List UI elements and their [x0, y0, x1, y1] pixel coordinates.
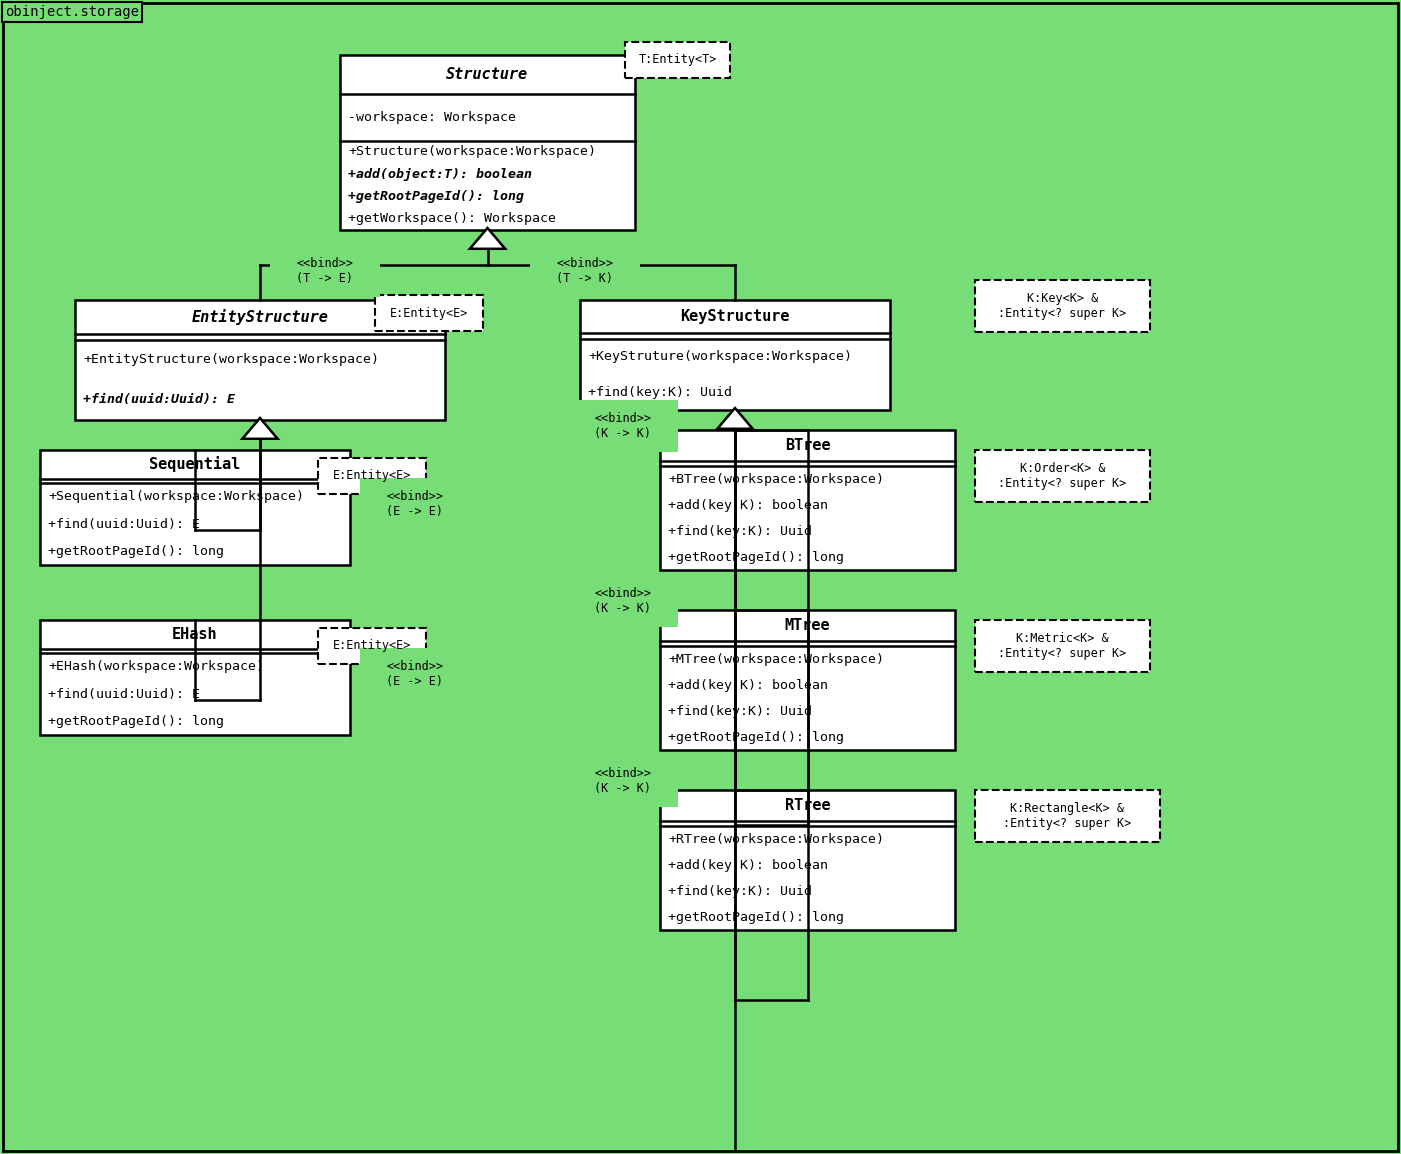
Text: +find(key:K): Uuid: +find(key:K): Uuid — [668, 885, 813, 898]
Text: +getRootPageId(): long: +getRootPageId(): long — [668, 911, 843, 923]
Text: Sequential: Sequential — [150, 456, 241, 472]
Text: +RTree(workspace:Workspace): +RTree(workspace:Workspace) — [668, 833, 884, 846]
Bar — [375, 295, 483, 331]
Polygon shape — [717, 409, 752, 429]
Text: E:Entity<E>: E:Entity<E> — [333, 470, 410, 482]
Text: +find(key:K): Uuid: +find(key:K): Uuid — [588, 385, 731, 398]
Text: E:Entity<E>: E:Entity<E> — [389, 307, 468, 320]
Text: +Structure(workspace:Workspace): +Structure(workspace:Workspace) — [347, 145, 595, 158]
Bar — [660, 610, 955, 750]
Bar — [567, 400, 678, 452]
Bar — [580, 300, 890, 410]
Text: <<bind>>
(T -> E): <<bind>> (T -> E) — [297, 257, 353, 285]
Bar — [975, 450, 1150, 502]
Bar — [975, 280, 1150, 332]
Text: <<bind>>
(T -> K): <<bind>> (T -> K) — [556, 257, 614, 285]
Text: E:Entity<E>: E:Entity<E> — [333, 639, 410, 652]
Text: +add(object:T): boolean: +add(object:T): boolean — [347, 167, 532, 181]
Text: +EntityStructure(workspace:Workspace): +EntityStructure(workspace:Workspace) — [83, 353, 380, 366]
Polygon shape — [469, 228, 506, 249]
Text: +add(key:K): boolean: +add(key:K): boolean — [668, 499, 828, 511]
Bar — [975, 620, 1150, 672]
Text: +find(uuid:Uuid): E: +find(uuid:Uuid): E — [48, 688, 200, 700]
Bar — [625, 42, 730, 78]
Bar — [567, 575, 678, 627]
Text: +getRootPageId(): long: +getRootPageId(): long — [48, 714, 224, 728]
Text: +Sequential(workspace:Workspace): +Sequential(workspace:Workspace) — [48, 490, 304, 503]
Bar — [340, 55, 635, 230]
Text: +find(uuid:Uuid): E: +find(uuid:Uuid): E — [48, 518, 200, 531]
Text: obinject.storage: obinject.storage — [6, 5, 139, 18]
Text: <<bind>>
(E -> E): <<bind>> (E -> E) — [387, 660, 444, 688]
Bar — [318, 458, 426, 494]
Text: <<bind>>
(K -> K): <<bind>> (K -> K) — [594, 767, 651, 795]
Text: EHash: EHash — [172, 627, 217, 642]
Text: KeyStructure: KeyStructure — [681, 309, 790, 324]
Text: <<bind>>
(K -> K): <<bind>> (K -> K) — [594, 587, 651, 615]
Text: <<bind>>
(E -> E): <<bind>> (E -> E) — [387, 490, 444, 518]
Text: +find(key:K): Uuid: +find(key:K): Uuid — [668, 705, 813, 718]
Text: +find(uuid:Uuid): E: +find(uuid:Uuid): E — [83, 394, 235, 406]
Text: RTree: RTree — [785, 797, 831, 812]
Text: -workspace: Workspace: -workspace: Workspace — [347, 111, 516, 123]
Text: K:Metric<K> &
:Entity<? super K>: K:Metric<K> & :Entity<? super K> — [999, 632, 1126, 660]
Polygon shape — [242, 418, 277, 439]
Bar — [76, 300, 446, 420]
Text: +BTree(workspace:Workspace): +BTree(workspace:Workspace) — [668, 473, 884, 486]
Text: <<bind>>
(K -> K): <<bind>> (K -> K) — [594, 412, 651, 440]
Bar — [975, 790, 1160, 842]
Bar — [318, 628, 426, 664]
Text: +add(key:K): boolean: +add(key:K): boolean — [668, 679, 828, 691]
Bar — [567, 755, 678, 807]
Text: EntityStructure: EntityStructure — [192, 309, 328, 324]
Text: +MTree(workspace:Workspace): +MTree(workspace:Workspace) — [668, 653, 884, 666]
Text: +getRootPageId(): long: +getRootPageId(): long — [668, 550, 843, 563]
Bar — [530, 245, 640, 297]
Text: +getRootPageId(): long: +getRootPageId(): long — [668, 730, 843, 743]
Text: +getWorkspace(): Workspace: +getWorkspace(): Workspace — [347, 212, 556, 225]
Bar — [360, 478, 469, 530]
Text: K:Key<K> &
:Entity<? super K>: K:Key<K> & :Entity<? super K> — [999, 292, 1126, 320]
Text: +getRootPageId(): long: +getRootPageId(): long — [48, 545, 224, 557]
Text: +KeyStruture(workspace:Workspace): +KeyStruture(workspace:Workspace) — [588, 350, 852, 362]
Text: T:Entity<T>: T:Entity<T> — [639, 53, 717, 67]
Text: BTree: BTree — [785, 437, 831, 452]
Text: +find(key:K): Uuid: +find(key:K): Uuid — [668, 525, 813, 538]
Text: +getRootPageId(): long: +getRootPageId(): long — [347, 190, 524, 203]
Text: MTree: MTree — [785, 617, 831, 632]
Text: +EHash(workspace:Workspace): +EHash(workspace:Workspace) — [48, 660, 263, 674]
Bar — [41, 450, 350, 565]
Text: Structure: Structure — [447, 67, 528, 82]
Text: K:Order<K> &
:Entity<? super K>: K:Order<K> & :Entity<? super K> — [999, 462, 1126, 490]
Bar — [41, 620, 350, 735]
Text: K:Rectangle<K> &
:Entity<? super K>: K:Rectangle<K> & :Entity<? super K> — [1003, 802, 1132, 830]
Text: +add(key:K): boolean: +add(key:K): boolean — [668, 859, 828, 871]
Bar — [270, 245, 380, 297]
Bar — [660, 790, 955, 930]
Bar — [660, 430, 955, 570]
Bar — [360, 649, 469, 700]
